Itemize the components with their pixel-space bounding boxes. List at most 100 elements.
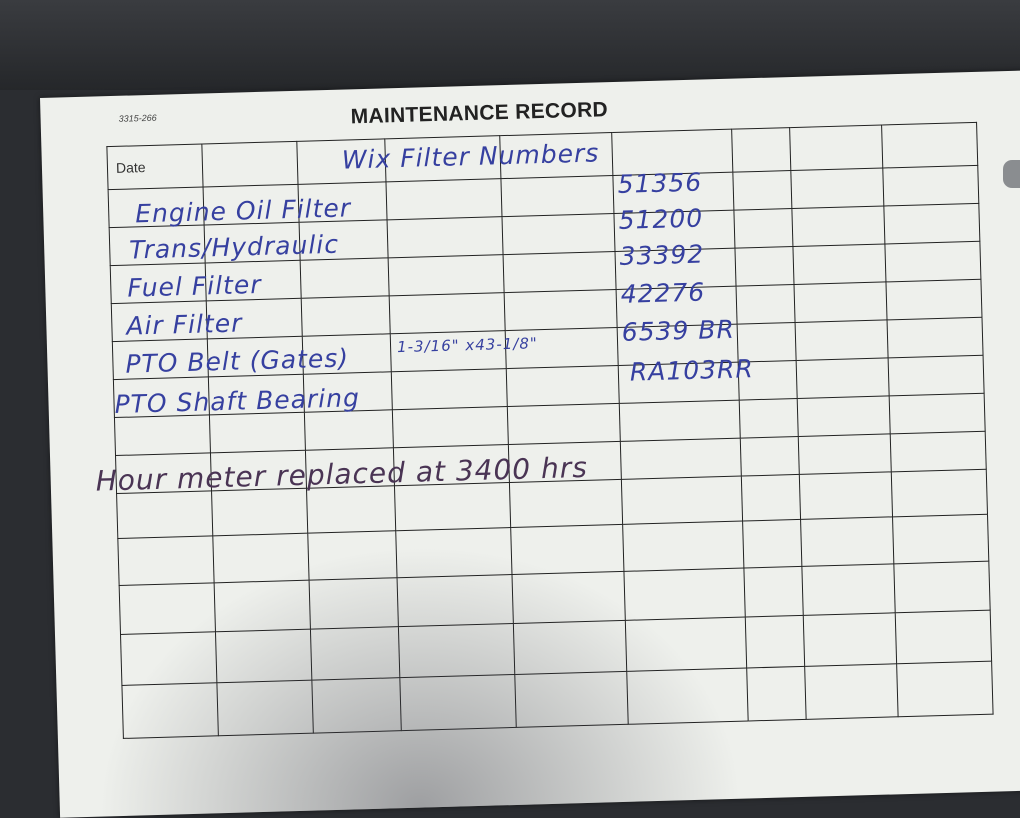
handwritten-item: Engine Oil Filter: [134, 193, 352, 229]
table-cell: [513, 620, 627, 675]
table-cell: [214, 580, 311, 632]
table-cell: [733, 208, 793, 249]
table-cell: [388, 254, 505, 296]
table-cell: [514, 671, 629, 728]
table-cell: [301, 295, 391, 337]
table-cell: [387, 216, 504, 258]
form-code: 3315-266: [118, 112, 157, 124]
table-cell: [896, 661, 994, 717]
page-title: MAINTENANCE RECORD: [350, 98, 609, 129]
table-cell: [389, 292, 506, 334]
table-cell: [212, 533, 310, 583]
handwritten-number: 33392: [619, 239, 705, 271]
table-cell: [740, 436, 800, 477]
table-cell: [310, 626, 400, 681]
table-cell: [216, 680, 314, 736]
table-cell: [626, 667, 749, 725]
table-cell: [882, 165, 979, 206]
table-cell: [789, 125, 883, 171]
table-cell: [801, 563, 896, 616]
table-cell: [746, 666, 807, 721]
table-cell: [885, 279, 982, 320]
binder-ring: [1003, 160, 1020, 188]
table-cell: [742, 519, 802, 569]
table-cell: [506, 365, 620, 407]
table-cell: [895, 610, 992, 664]
table-cell: [114, 414, 211, 456]
table-cell: [795, 319, 889, 361]
table-cell: [883, 203, 980, 244]
table-cell: [215, 629, 312, 683]
table-cell: [791, 205, 885, 247]
table-cell: [792, 243, 886, 285]
table-cell: [398, 623, 515, 678]
table-cell: [798, 433, 892, 475]
table-cell: [397, 574, 514, 627]
table-cell: [209, 412, 306, 453]
table-cell: [803, 612, 897, 667]
table-cell: [743, 566, 804, 618]
handwritten-item: Trans/Hydraulic: [128, 229, 340, 265]
table-cell: [799, 471, 893, 520]
table-cell: [745, 615, 805, 668]
table-cell: [884, 241, 981, 282]
table-cell: [625, 617, 747, 672]
table-cell: [509, 479, 623, 528]
table-cell: [741, 474, 801, 522]
table-cell: [736, 284, 796, 325]
table-cell: [731, 127, 791, 173]
table-cell: [511, 571, 626, 624]
table-cell: [119, 582, 216, 635]
table-cell: [504, 289, 618, 331]
table-cell: [796, 357, 890, 399]
handwritten-item: Fuel Filter: [126, 269, 262, 303]
table-cell: [385, 178, 502, 220]
table-cell: [881, 122, 978, 168]
table-cell: [739, 398, 799, 439]
table-cell: [399, 674, 517, 731]
table-cell: [300, 257, 390, 299]
table-cell: [734, 246, 795, 287]
table-cell: [794, 281, 888, 323]
table-cell: [501, 213, 616, 255]
table-cell: [311, 677, 402, 734]
handwritten-number: RA103RR: [629, 354, 755, 387]
table-cell: [120, 631, 217, 686]
handwritten-item: Air Filter: [125, 308, 243, 341]
table-cell: [892, 514, 989, 564]
date-header: Date: [106, 143, 204, 190]
handwritten-number: 42276: [620, 277, 706, 309]
table-cell: [804, 663, 899, 720]
table-cell: [394, 482, 511, 531]
table-cell: [304, 409, 394, 451]
handwritten-number: 51200: [618, 203, 704, 235]
table-cell: [891, 469, 988, 517]
table-cell: [121, 682, 219, 739]
table-cell: [307, 530, 398, 581]
handwritten-number: 6539 BR: [621, 314, 736, 347]
table-cell: [887, 317, 984, 358]
table-cell: [500, 175, 614, 217]
table-cell: [503, 251, 617, 293]
table-cell: [309, 577, 399, 630]
table-cell: [890, 431, 987, 472]
table-cell: [306, 485, 396, 534]
table-cell: [392, 406, 509, 448]
table-cell: [623, 568, 746, 621]
table-cell: [619, 400, 741, 442]
table-cell: [507, 403, 621, 445]
table-cell: [391, 368, 508, 410]
table-cell: [510, 524, 624, 575]
table-cell: [732, 170, 792, 211]
table-cell: [797, 395, 891, 437]
table-cell: [621, 476, 743, 525]
maintenance-record-page: 3315-266 MAINTENANCE RECORD Date Wix Fil…: [40, 69, 1020, 818]
table-cell: [620, 438, 742, 480]
handwritten-number: 51356: [617, 167, 703, 199]
table-cell: [116, 490, 213, 539]
table-cell: [395, 527, 512, 578]
table-cell: [888, 355, 985, 396]
table-cell: [622, 521, 744, 572]
table-cell: [117, 535, 215, 586]
table-cell: [889, 393, 986, 434]
